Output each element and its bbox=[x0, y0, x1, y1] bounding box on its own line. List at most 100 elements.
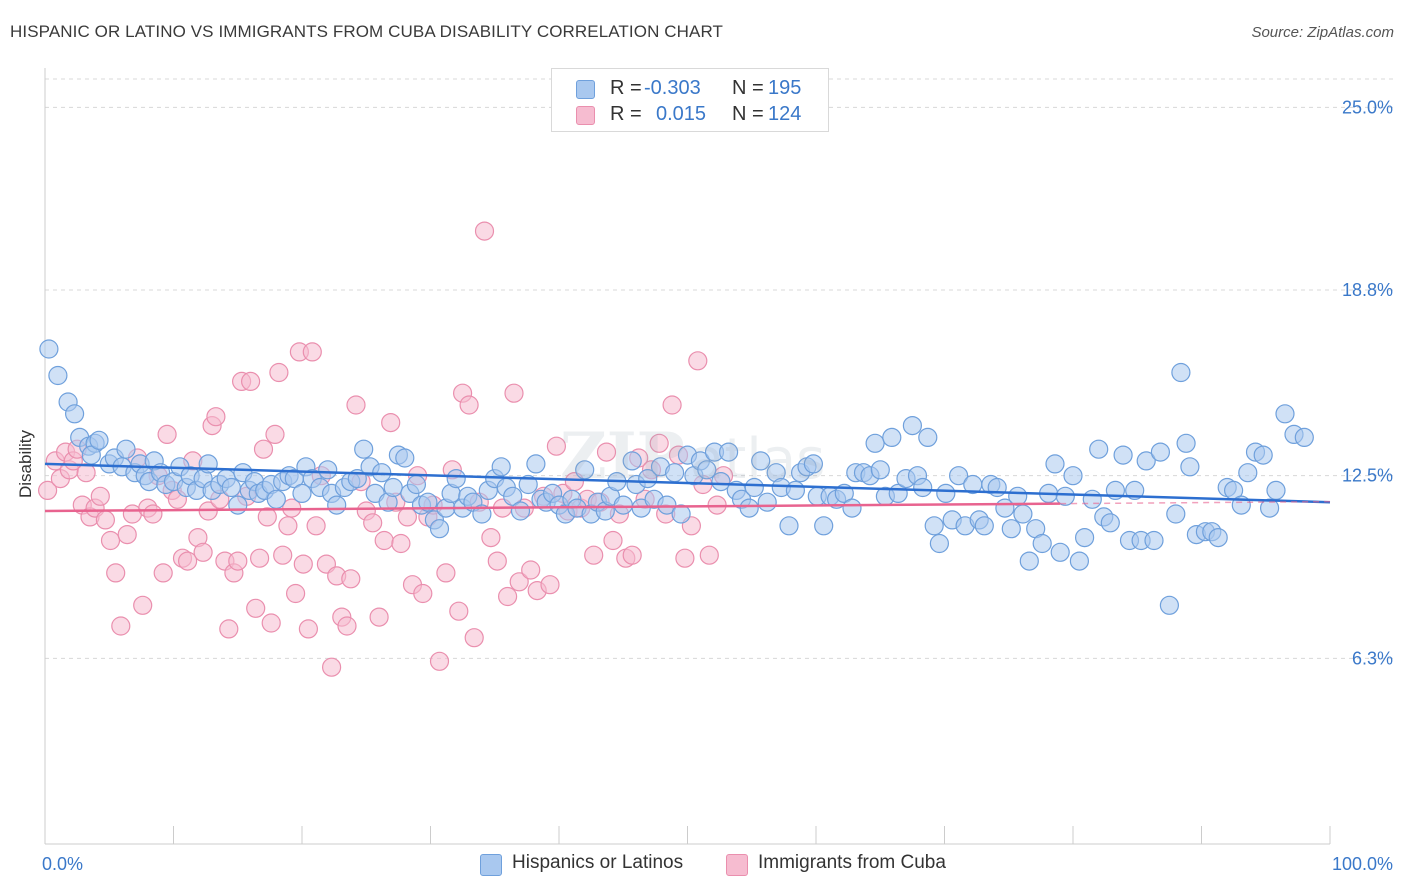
scatter-point bbox=[133, 595, 153, 615]
grid-lines bbox=[45, 78, 1395, 659]
y-tick-label: 25.0% bbox=[1342, 97, 1393, 117]
scatter-point bbox=[757, 492, 777, 512]
scatter-point bbox=[90, 486, 110, 506]
x-tick-labels: 0.0% 100.0% bbox=[42, 854, 1393, 874]
r-value: 0.015 bbox=[656, 103, 707, 125]
scatter-point bbox=[688, 351, 708, 371]
watermark: ZIP atlas bbox=[560, 419, 825, 494]
scatter-point bbox=[1045, 454, 1065, 474]
scatter-point bbox=[391, 533, 411, 554]
scatter-point bbox=[241, 371, 261, 391]
blue-swatch bbox=[576, 80, 595, 99]
r-label: R = bbox=[610, 103, 642, 125]
y-tick-labels: 6.3% 12.5% 18.8% 25.0% bbox=[1342, 97, 1393, 668]
scatter-point bbox=[603, 530, 623, 551]
scatter-point bbox=[1055, 486, 1075, 506]
scatter-point bbox=[948, 466, 969, 486]
scatter-point bbox=[273, 545, 293, 565]
scatter-point bbox=[596, 442, 617, 462]
scatter-point bbox=[1275, 404, 1295, 424]
scatter-point bbox=[865, 433, 885, 453]
scatter-point bbox=[1125, 480, 1145, 500]
scatter-point bbox=[526, 454, 546, 474]
n-value: 195 bbox=[768, 77, 802, 99]
y-axis-label: Disability bbox=[16, 429, 35, 498]
scatter-point bbox=[1253, 445, 1273, 465]
scatter-point bbox=[474, 221, 495, 241]
scatter-point bbox=[584, 545, 604, 565]
svg-text:ZIP: ZIP bbox=[560, 419, 685, 494]
scatter-point bbox=[504, 383, 524, 403]
axes bbox=[44, 68, 1331, 845]
scatter-point bbox=[779, 516, 799, 536]
n-label: N = bbox=[732, 77, 764, 99]
scatter-point bbox=[1159, 595, 1180, 615]
scatter-point bbox=[882, 427, 902, 447]
scatter-point bbox=[246, 598, 266, 618]
scatter-point bbox=[116, 439, 136, 459]
scatter-point bbox=[1238, 463, 1258, 483]
scatter-point bbox=[814, 516, 834, 536]
scatter-point bbox=[436, 563, 456, 583]
scatter-point bbox=[1113, 445, 1133, 465]
scatter-point bbox=[278, 516, 298, 536]
n-label: N = bbox=[732, 103, 764, 125]
x-tick-label-min: 0.0% bbox=[42, 854, 83, 874]
scatter-point bbox=[346, 395, 366, 415]
scatter-point bbox=[509, 572, 529, 592]
scatter-point bbox=[803, 454, 824, 474]
scatter-point bbox=[302, 342, 322, 362]
scatter-point bbox=[1176, 433, 1196, 453]
scatter-point bbox=[106, 563, 126, 583]
scatter-point bbox=[1082, 489, 1102, 509]
scatter-point bbox=[269, 362, 289, 383]
r-value: -0.303 bbox=[644, 77, 701, 99]
scatter-point bbox=[1166, 504, 1186, 524]
scatter-point bbox=[1259, 498, 1280, 518]
y-tick-label: 12.5% bbox=[1342, 466, 1393, 486]
scatter-point bbox=[449, 601, 469, 621]
scatter-point bbox=[870, 460, 890, 480]
scatter-point bbox=[369, 607, 389, 627]
scatter-point bbox=[413, 583, 433, 604]
trend-line-cuba bbox=[44, 502, 1061, 513]
scatter-point bbox=[429, 519, 450, 539]
scatter-point bbox=[675, 548, 695, 568]
scatter-point bbox=[613, 495, 633, 515]
scatter-point bbox=[1136, 451, 1156, 471]
legend-label: Immigrants from Cuba bbox=[758, 852, 946, 873]
scatter-point bbox=[253, 439, 274, 459]
scatter-point bbox=[1069, 551, 1090, 571]
scatter-point bbox=[64, 404, 85, 424]
scatter-point bbox=[298, 619, 318, 639]
scatter-point bbox=[418, 492, 438, 512]
scatter-point bbox=[383, 477, 403, 498]
trend-line-cuba-extension bbox=[1060, 500, 1331, 505]
scatter-point bbox=[472, 504, 492, 524]
scatter-point bbox=[228, 495, 248, 515]
scatter-point bbox=[1294, 427, 1314, 447]
scatter-point bbox=[219, 619, 239, 639]
y-tick-label: 6.3% bbox=[1352, 648, 1393, 668]
scatter-point bbox=[1013, 504, 1033, 524]
scatter-point bbox=[266, 489, 286, 509]
scatter-point bbox=[153, 563, 173, 583]
scatter-point bbox=[318, 460, 338, 480]
scatter-point bbox=[518, 474, 538, 495]
scatter-point bbox=[987, 477, 1007, 498]
scatter-point bbox=[546, 436, 567, 456]
scatter-point bbox=[76, 463, 96, 483]
scatter-point bbox=[117, 524, 137, 545]
y-tick-label: 18.8% bbox=[1342, 280, 1393, 300]
scatter-point bbox=[929, 533, 950, 554]
scatter-point bbox=[671, 504, 691, 524]
scatter-point bbox=[1100, 513, 1120, 533]
scatter-point bbox=[1050, 542, 1070, 562]
scatter-point bbox=[1089, 439, 1109, 459]
scatter-point bbox=[1019, 551, 1039, 571]
blue-swatch bbox=[480, 854, 502, 876]
scatter-point bbox=[261, 613, 281, 633]
scatter-point bbox=[697, 460, 717, 480]
scatter-point bbox=[481, 527, 501, 548]
